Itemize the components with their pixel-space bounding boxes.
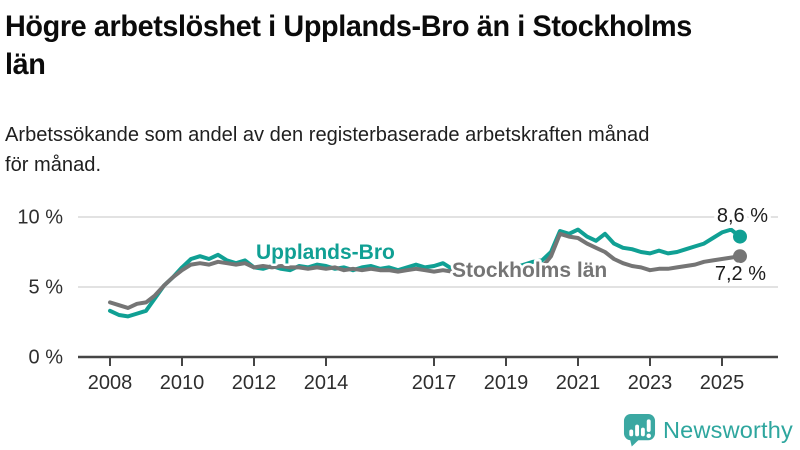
subtitle-line-2: för månad. <box>5 153 102 176</box>
page-title: Högre arbetslöshet i Upplands-Bro än i S… <box>5 8 763 84</box>
x-tick-label: 2012 <box>232 372 277 394</box>
title-line-2: län <box>5 48 46 81</box>
x-tick-label: 2014 <box>304 372 349 394</box>
x-tick-label: 2023 <box>628 372 673 394</box>
y-tick-label: 10 % <box>17 207 63 229</box>
x-tick-label: 2025 <box>700 372 745 394</box>
newsworthy-logo-icon <box>623 413 656 447</box>
subtitle-line-1: Arbetssökande som andel av den registerb… <box>5 123 650 146</box>
x-tick-label: 2019 <box>484 372 529 394</box>
x-tick-label: 2021 <box>556 372 601 394</box>
series-end-dot-upplands-bro <box>733 229 747 244</box>
x-tick-label: 2017 <box>412 372 457 394</box>
chart-subtitle: Arbetssökande som andel av den registerb… <box>5 120 779 180</box>
y-tick-label: 0 % <box>29 347 64 369</box>
chart-grid: 0 % 5 % 10 % 2008 2010 2012 2014 2017 2019 2021 20… <box>17 207 778 394</box>
chart-series <box>108 227 747 319</box>
series-label-upplands-bro: Upplands-Bro <box>256 241 395 264</box>
x-tick-label: 2008 <box>88 372 133 394</box>
y-tick-label: 5 % <box>29 277 64 299</box>
end-value-label-upplands-bro: 8,6 % <box>717 205 768 227</box>
newsworthy-branding: Newsworthy <box>623 413 793 447</box>
series-end-dot-stockholms-l-n <box>733 249 747 264</box>
series-line-stockholms-l-n <box>108 231 742 310</box>
title-line-1: Högre arbetslöshet i Upplands-Bro än i S… <box>5 10 692 43</box>
chart-header: Högre arbetslöshet i Upplands-Bro än i S… <box>5 8 795 180</box>
end-value-label-stockholms-lan: 7,2 % <box>715 263 766 285</box>
series-label-stockholms-lan: Stockholms län <box>452 259 607 282</box>
series-line-upplands-bro <box>108 227 742 319</box>
x-tick-label: 2010 <box>160 372 205 394</box>
newsworthy-wordmark: Newsworthy <box>663 416 793 443</box>
